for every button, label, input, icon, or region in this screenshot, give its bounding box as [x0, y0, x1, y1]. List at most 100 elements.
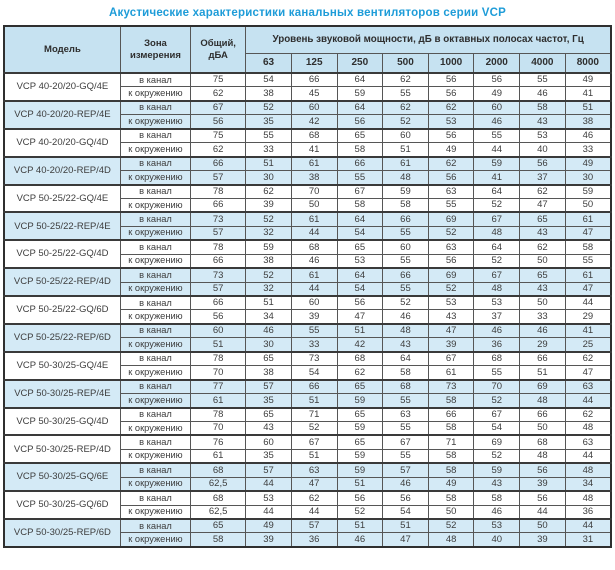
band-level-cell: 58 — [382, 197, 429, 213]
zone-cell: в канал — [119, 72, 192, 88]
band-level-cell: 56 — [473, 72, 521, 88]
band-level-cell: 57 — [245, 378, 292, 395]
zone-cell: к окружению — [119, 420, 192, 436]
band-level-cell: 25 — [564, 337, 612, 353]
page-title: Акустические характеристики канальных ве… — [108, 7, 507, 19]
band-level-cell: 57 — [382, 462, 429, 478]
model-cell: VCP 50-30/25-GQ/6D — [3, 490, 121, 520]
table-row: VCP 50-25/22-REP/6D в канал 60 46 55 51 48 47 46… — [3, 322, 612, 353]
band-level-cell: 38 — [290, 170, 338, 185]
model-cell: VCP 40-20/20-REP/4E — [3, 99, 121, 130]
band-level-cell: 48 — [382, 170, 429, 185]
band-level-cell: 51 — [382, 518, 429, 534]
band-level-cell: 58 — [382, 365, 429, 381]
band-level-cell: 55 — [382, 393, 429, 408]
table-row: к окружению 61 35 51 59 55 58 52 48 44 — [4, 393, 612, 408]
band-level-cell: 51 — [245, 295, 292, 311]
band-level-cell: 66 — [519, 406, 566, 422]
band-level-cell: 40 — [519, 142, 566, 158]
band-level-cell: 47 — [290, 476, 338, 492]
table-row: к окружению 62,5 44 47 51 46 49 43 39 34 — [4, 476, 612, 492]
band-level-cell: 71 — [290, 406, 338, 422]
band-level-cell: 59 — [245, 239, 292, 255]
table-row: VCP 40-20/20-GQ/4D в канал 75 55 68 65 60 56 55 5… — [3, 127, 612, 158]
band-level-cell: 36 — [473, 337, 521, 353]
band-level-cell: 65 — [336, 127, 384, 144]
model-cell: VCP 50-25/22-REP/4D — [3, 267, 121, 297]
band-level-cell: 56 — [427, 127, 475, 144]
total-dba-cell: 77 — [190, 378, 247, 395]
band-level-cell: 58 — [336, 142, 384, 158]
header-frequency-8000: 8000 — [564, 52, 612, 74]
band-level-cell: 51 — [564, 99, 612, 116]
acoustic-characteristics-table: Модель Зона измерения Общий, дБА Уровень… — [3, 25, 612, 548]
table-row: к окружению 61 35 51 59 55 58 52 48 44 — [4, 448, 612, 464]
band-level-cell: 54 — [473, 420, 521, 436]
band-level-cell: 73 — [290, 350, 338, 367]
band-level-cell: 37 — [473, 309, 521, 325]
band-level-cell: 46 — [564, 127, 612, 144]
band-level-cell: 48 — [473, 281, 521, 297]
zone-cell: в канал — [119, 183, 192, 199]
band-level-cell: 46 — [382, 476, 429, 492]
band-level-cell: 52 — [473, 197, 521, 213]
band-level-cell: 63 — [427, 239, 475, 255]
model-cell: VCP 50-30/25-REP/4D — [3, 434, 121, 464]
band-level-cell: 46 — [473, 114, 521, 130]
total-dba-cell: 78 — [190, 239, 247, 255]
band-level-cell: 55 — [382, 86, 429, 102]
table-row: VCP 50-30/25-GQ/4D в канал 78 65 71 65 63 66 67 6… — [3, 406, 612, 436]
band-level-cell: 62 — [290, 490, 338, 506]
band-level-cell: 35 — [245, 393, 292, 408]
band-level-cell: 56 — [519, 490, 566, 506]
header-frequency-1000: 1000 — [427, 52, 475, 74]
band-level-cell: 49 — [427, 142, 475, 158]
band-level-cell: 53 — [336, 253, 384, 269]
band-level-cell: 59 — [564, 183, 612, 199]
zone-cell: в канал — [119, 155, 192, 172]
band-level-cell: 38 — [245, 365, 292, 381]
band-level-cell: 51 — [290, 448, 338, 464]
band-level-cell: 58 — [336, 197, 384, 213]
total-dba-cell: 66 — [190, 155, 247, 172]
model-cell: VCP 50-25/22-GQ/4D — [3, 239, 121, 269]
band-level-cell: 55 — [427, 197, 475, 213]
zone-cell: к окружению — [119, 337, 192, 353]
band-level-cell: 58 — [564, 239, 612, 255]
band-level-cell: 56 — [336, 490, 384, 506]
table-row: VCP 50-30/25-GQ/6D в канал 68 53 62 56 56 58 58 5… — [3, 490, 612, 520]
band-level-cell: 67 — [473, 406, 521, 422]
band-level-cell: 66 — [382, 267, 429, 283]
band-level-cell: 47 — [519, 197, 566, 213]
zone-cell: к окружению — [119, 253, 192, 269]
table-row: к окружению 70 43 52 59 55 58 54 50 48 — [4, 420, 612, 436]
band-level-cell: 46 — [336, 532, 384, 548]
band-level-cell: 63 — [290, 462, 338, 478]
band-level-cell: 48 — [382, 322, 429, 339]
band-level-cell: 64 — [336, 211, 384, 227]
band-level-cell: 44 — [564, 518, 612, 534]
total-dba-cell: 61 — [190, 448, 247, 464]
total-dba-cell: 66 — [190, 197, 247, 213]
header-model: Модель — [3, 25, 121, 74]
band-level-cell: 55 — [382, 448, 429, 464]
table-row: VCP 50-30/25-GQ/6E в канал 68 57 63 59 57 58 59 5… — [3, 462, 612, 492]
band-level-cell: 71 — [427, 434, 475, 450]
band-level-cell: 32 — [245, 225, 292, 241]
band-level-cell: 49 — [473, 86, 521, 102]
table-row: VCP 50-25/22-REP/4D в канал 73 52 61 64 66 69 67… — [3, 267, 612, 297]
band-level-cell: 55 — [382, 281, 429, 297]
band-level-cell: 31 — [564, 532, 612, 548]
band-level-cell: 34 — [245, 309, 292, 325]
total-dba-cell: 66 — [190, 253, 247, 269]
band-level-cell: 44 — [290, 281, 338, 297]
zone-cell: к окружению — [119, 309, 192, 325]
band-level-cell: 68 — [519, 434, 566, 450]
band-level-cell: 62 — [519, 183, 566, 199]
band-level-cell: 68 — [290, 239, 338, 255]
band-level-cell: 67 — [473, 267, 521, 283]
band-level-cell: 40 — [473, 532, 521, 548]
band-level-cell: 47 — [564, 281, 612, 297]
band-level-cell: 55 — [382, 420, 429, 436]
zone-cell: к окружению — [119, 532, 192, 548]
